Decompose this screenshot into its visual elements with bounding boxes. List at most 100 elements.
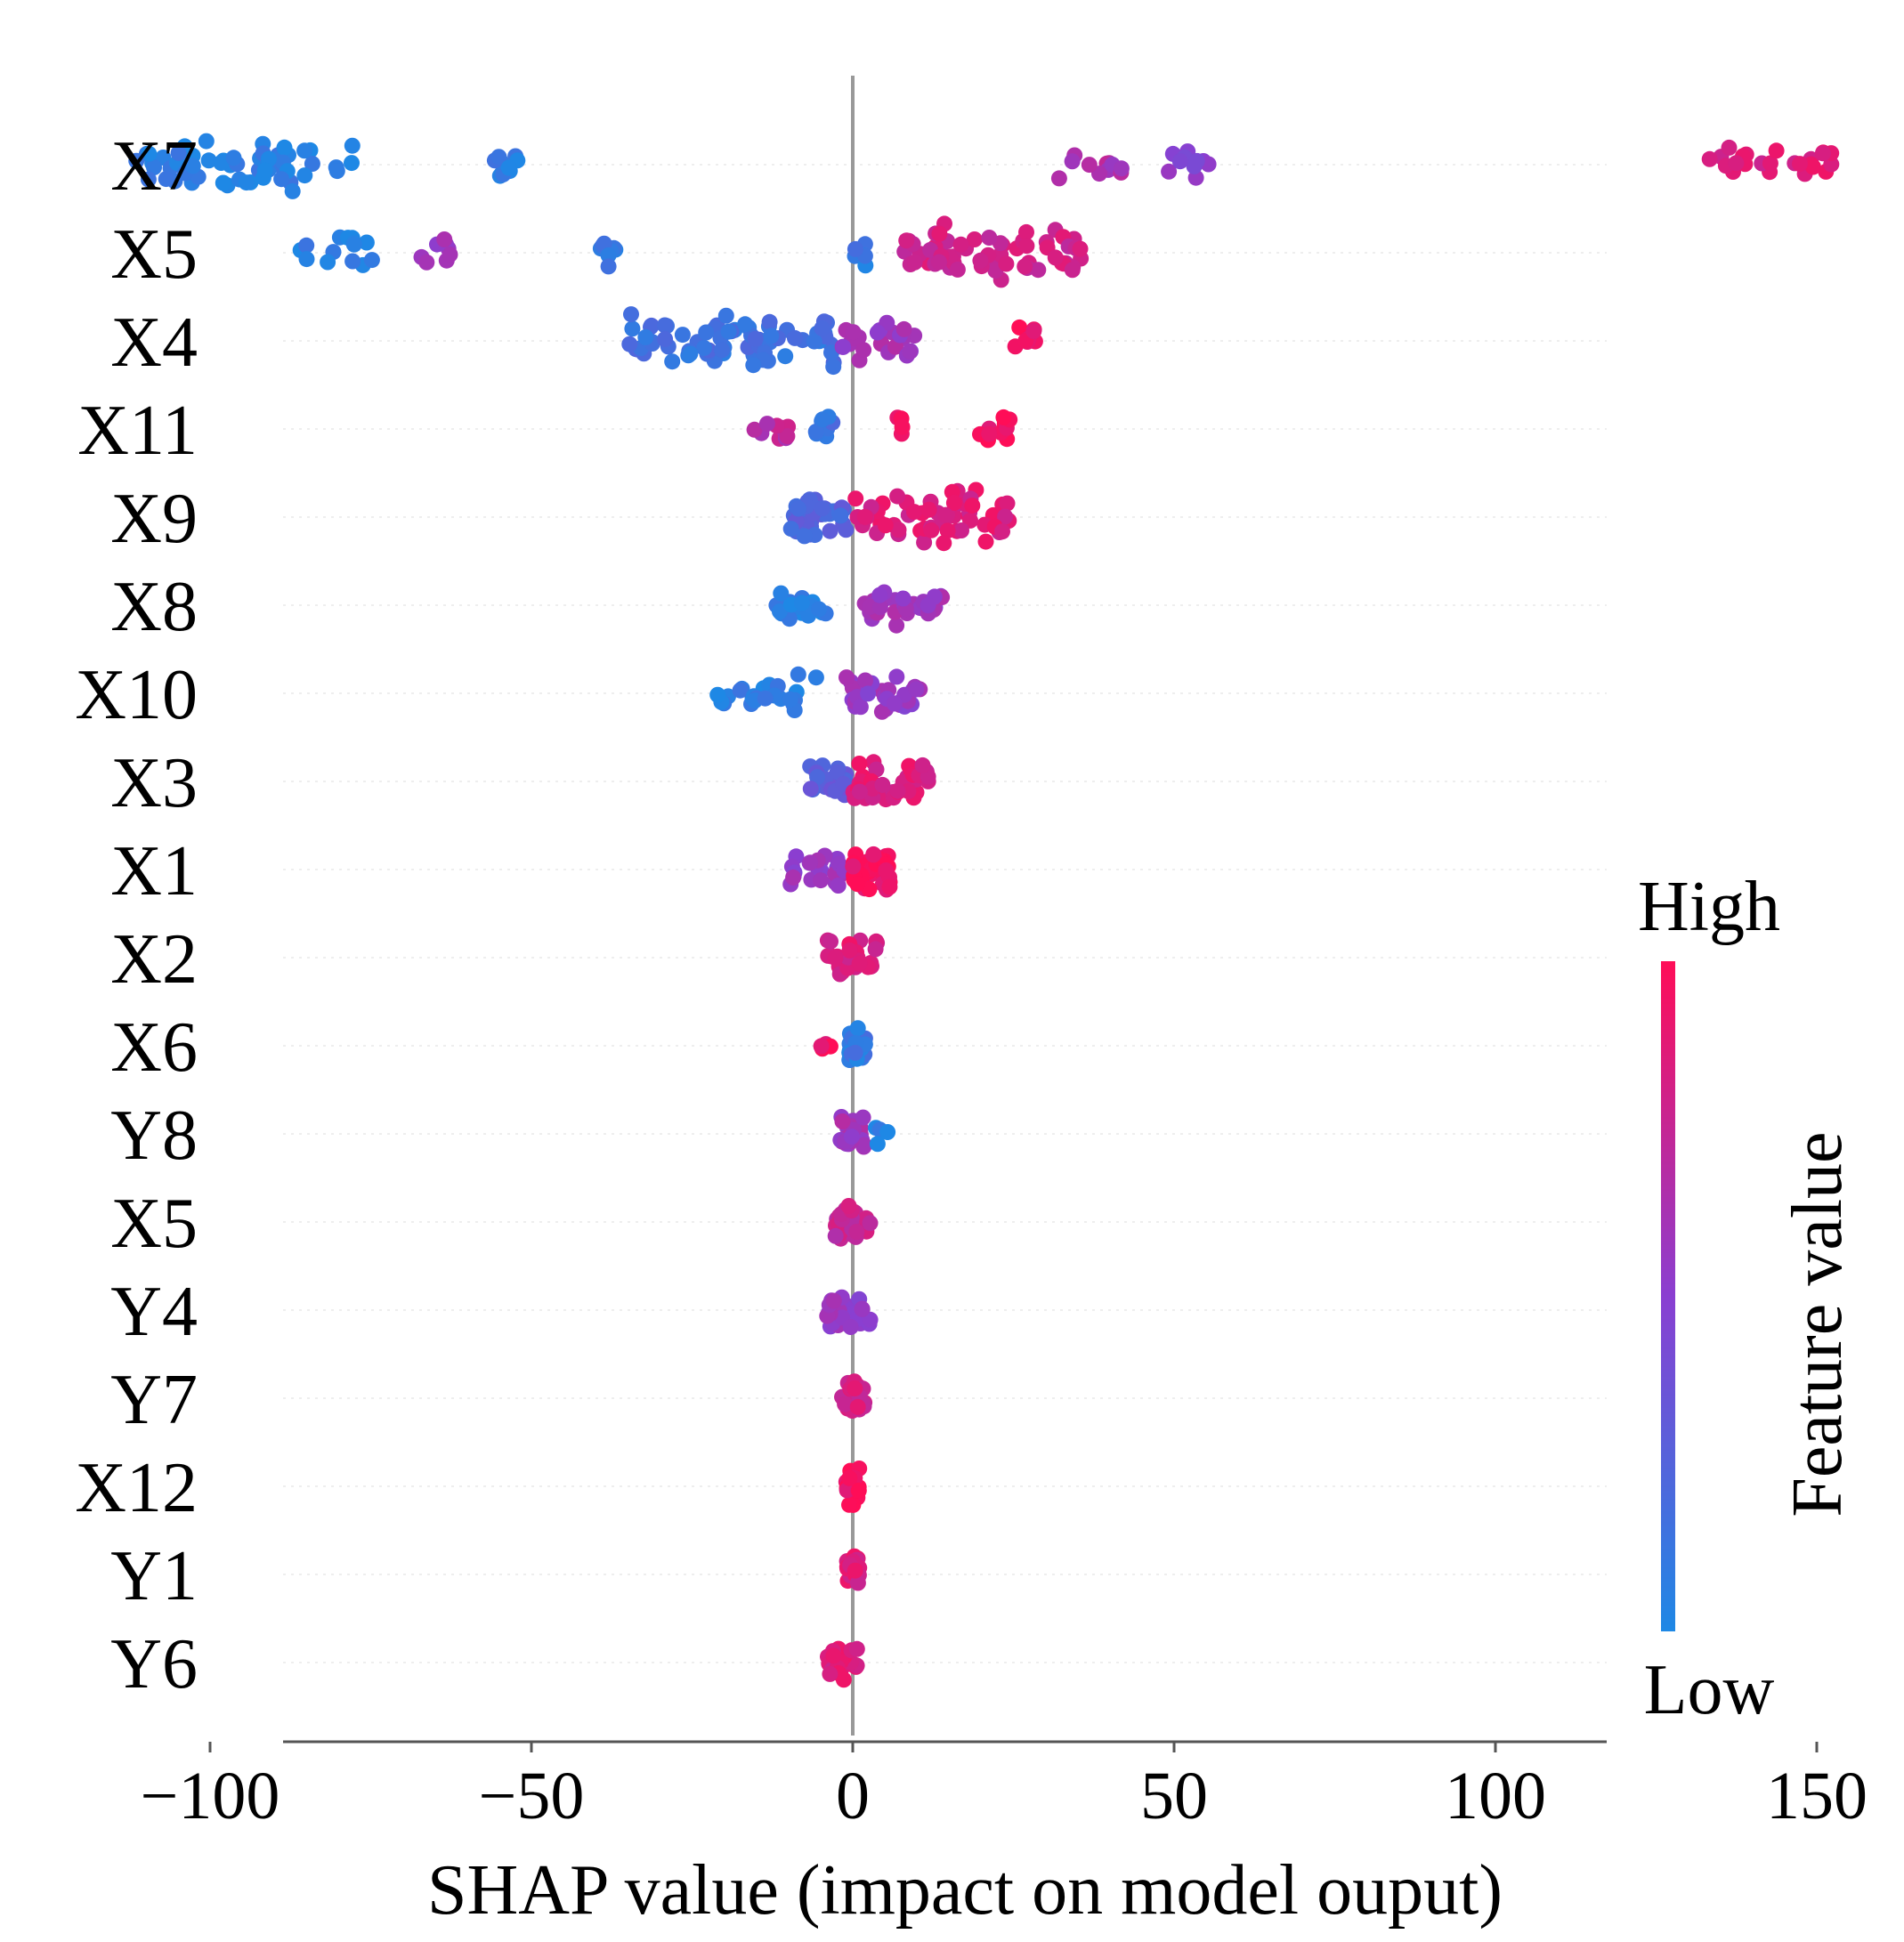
shap-point xyxy=(1011,319,1028,336)
shap-point xyxy=(273,171,290,188)
feature-gridlines xyxy=(283,164,1607,1663)
shap-point xyxy=(1064,153,1081,170)
shap-point xyxy=(1701,150,1718,167)
shap-point xyxy=(840,1198,857,1214)
shap-point xyxy=(964,498,981,514)
shap-point xyxy=(436,231,453,247)
shap-point xyxy=(889,782,906,799)
shap-point xyxy=(849,876,866,893)
shap-point xyxy=(886,695,903,712)
shap-point xyxy=(998,255,1015,272)
shap-point xyxy=(981,425,998,442)
shap-point xyxy=(1762,155,1778,172)
shap-point xyxy=(128,152,145,169)
shap-point xyxy=(213,155,230,171)
shap-point xyxy=(198,133,215,150)
shap-point xyxy=(418,254,435,271)
shap-point xyxy=(999,495,1016,512)
shap-point xyxy=(320,254,336,271)
shap-point xyxy=(328,163,345,180)
feature-label: X12 xyxy=(75,1449,198,1527)
feature-label: X5 xyxy=(110,1185,198,1263)
x-ticks: −100 −50 0 50 100 150 xyxy=(141,1742,1868,1833)
feature-label: X11 xyxy=(77,392,198,470)
x-tick-label: −50 xyxy=(479,1759,585,1833)
shap-point xyxy=(845,858,862,875)
shap-point xyxy=(1814,145,1831,162)
shap-point xyxy=(825,1292,842,1309)
shap-point xyxy=(1186,158,1203,174)
shap-point xyxy=(732,682,749,699)
shap-point xyxy=(923,522,940,538)
shap-point xyxy=(856,508,873,525)
shap-point xyxy=(869,324,886,341)
shap-point xyxy=(841,1496,857,1513)
shap-point xyxy=(782,521,799,538)
shap-point xyxy=(972,252,989,269)
shap-point xyxy=(1025,323,1042,339)
shap-point xyxy=(811,601,827,618)
shap-point xyxy=(796,528,813,545)
shap-point xyxy=(624,320,641,337)
shap-point xyxy=(966,231,983,247)
shap-point xyxy=(874,776,891,793)
shap-point xyxy=(623,306,639,323)
shap-point xyxy=(1018,223,1034,240)
shap-point xyxy=(298,251,315,268)
shap-point xyxy=(758,416,775,433)
shap-point xyxy=(304,156,320,172)
shap-point xyxy=(813,1038,830,1055)
shap-point xyxy=(854,1301,871,1317)
shap-point xyxy=(822,1665,839,1682)
shap-point xyxy=(848,1224,865,1240)
shap-point xyxy=(888,617,905,634)
shap-point xyxy=(857,672,874,689)
x-tick-label: 100 xyxy=(1445,1759,1546,1833)
shap-point xyxy=(931,225,948,242)
shap-point xyxy=(200,152,217,169)
shap-point xyxy=(698,324,715,341)
shap-point xyxy=(1768,142,1785,159)
shap-point xyxy=(871,587,888,603)
shap-point xyxy=(814,320,830,336)
shap-point xyxy=(807,669,824,686)
shap-point xyxy=(1064,262,1081,279)
shap-point xyxy=(977,533,994,550)
shap-point xyxy=(656,317,673,334)
shap-point xyxy=(832,507,849,524)
shap-point xyxy=(490,149,507,166)
shap-point xyxy=(867,941,884,958)
shap-point xyxy=(878,862,895,878)
feature-label: Y7 xyxy=(110,1361,198,1439)
shap-point xyxy=(358,234,375,251)
shap-point xyxy=(782,691,798,708)
shap-point xyxy=(842,1319,859,1335)
shap-point xyxy=(898,232,915,249)
shap-point xyxy=(877,517,894,534)
shap-point xyxy=(914,757,931,773)
shap-point xyxy=(834,1113,851,1129)
shap-point xyxy=(855,342,872,359)
shap-point xyxy=(953,522,969,538)
shap-point xyxy=(802,854,819,871)
shap-point xyxy=(827,950,844,967)
shap-point xyxy=(841,942,858,959)
feature-label: X10 xyxy=(75,656,198,734)
shap-point xyxy=(839,1482,855,1499)
shap-points xyxy=(128,133,1840,1688)
feature-label: Y4 xyxy=(110,1273,198,1351)
shap-point xyxy=(847,1562,863,1579)
shap-point xyxy=(806,333,822,350)
shap-point xyxy=(720,323,737,340)
feature-label: X3 xyxy=(110,744,198,822)
shap-point xyxy=(890,522,907,538)
shap-point xyxy=(225,150,242,166)
shap-point xyxy=(1792,156,1808,173)
shap-point xyxy=(825,1647,842,1664)
shap-point xyxy=(777,348,794,365)
shap-point xyxy=(621,336,638,352)
shap-point xyxy=(848,1640,865,1657)
feature-label: Y6 xyxy=(110,1625,198,1703)
x-tick-label: 50 xyxy=(1140,1759,1208,1833)
shap-point xyxy=(787,329,803,346)
